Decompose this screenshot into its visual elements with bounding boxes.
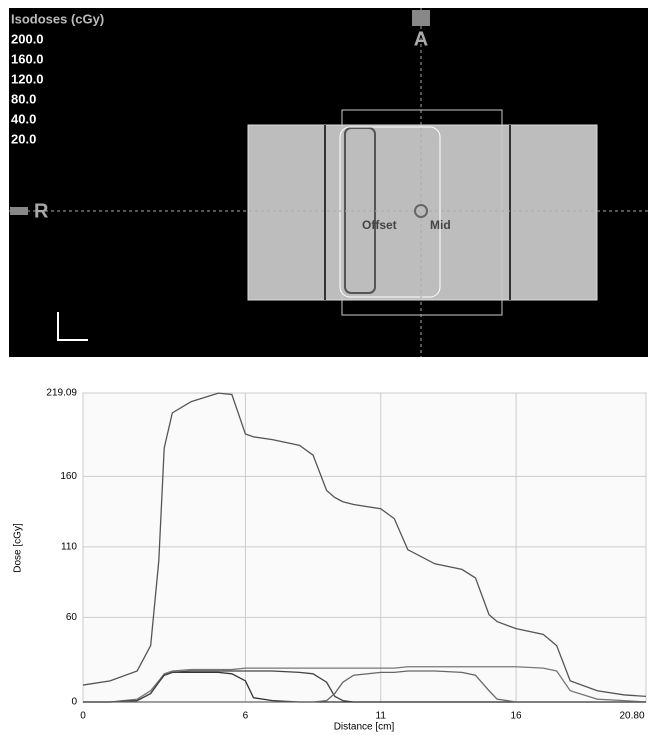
screen: Isodoses (cGy) 200.0 160.0 120.0 80.0 40.0 20…: [0, 0, 648, 735]
isodose-level: 40.0: [11, 111, 36, 126]
x-axis-title: Distance [cm]: [334, 722, 395, 733]
isodose-level: 80.0: [11, 91, 36, 106]
y-tick-label: 160: [60, 471, 77, 482]
y-tick-label: 110: [61, 541, 77, 552]
offset-label: Offset: [362, 218, 397, 232]
x-tick-label: 0: [80, 711, 86, 722]
legend-title: Isodoses (cGy): [11, 11, 104, 26]
isodose-level: 20.0: [11, 131, 36, 146]
x-tick-label: 6: [243, 711, 249, 722]
anterior-label: A: [414, 28, 428, 50]
isodose-level: 120.0: [11, 71, 44, 86]
y-tick-label: 0: [71, 697, 77, 708]
y-axis-title: Dose [cGy]: [13, 523, 24, 573]
plot-area: [83, 393, 646, 702]
y-tick-label: 219.09: [46, 388, 77, 399]
x-tick-label: 20.80: [619, 711, 644, 722]
isodose-level: 160.0: [11, 51, 44, 66]
right-label: R: [34, 200, 49, 222]
x-tick-label: 16: [511, 711, 523, 722]
y-tick-label: 60: [66, 612, 78, 623]
isodose-level: 200.0: [11, 31, 44, 46]
mid-label: Mid: [430, 218, 451, 232]
x-tick-label: 11: [376, 711, 387, 722]
